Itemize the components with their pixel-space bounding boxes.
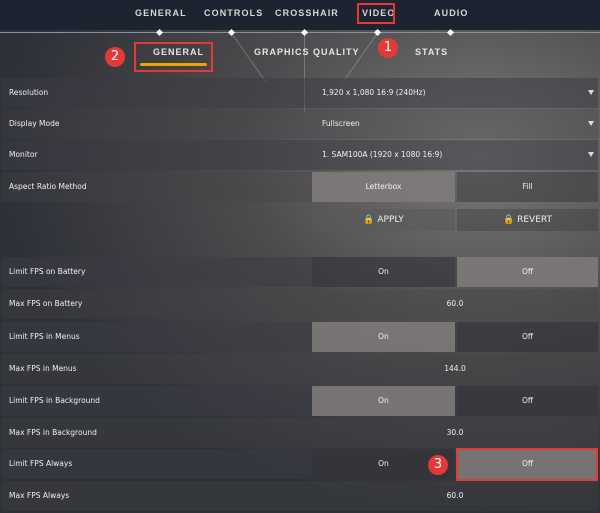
max-fps-row[interactable]: Max FPS on Battery 60.0 [2, 289, 598, 319]
tab-marker [446, 28, 455, 37]
limit-fps-row: Limit FPS in Menus On Off [2, 322, 598, 352]
chevron-down-icon[interactable] [588, 90, 594, 95]
limit-fps-row: Limit FPS Always On Off [2, 449, 598, 479]
annotation-badge: 1 [378, 38, 398, 58]
letterbox-option[interactable]: Letterbox [312, 172, 455, 202]
chevron-down-icon[interactable] [588, 152, 594, 157]
display-mode-row[interactable]: Display Mode Fullscreen [2, 109, 598, 139]
setting-label: Aspect Ratio Method [9, 182, 87, 191]
setting-label: Max FPS Always [9, 491, 70, 500]
toggle-off[interactable]: Off [457, 257, 598, 287]
tab-crosshair[interactable]: CROSSHAIR [275, 8, 339, 18]
revert-button[interactable]: 🔒 REVERT [457, 209, 598, 231]
decor-line [231, 32, 267, 83]
toggle-on[interactable]: On [312, 322, 455, 352]
nav-divider [0, 32, 600, 33]
limit-fps-row: Limit FPS in Background On Off [2, 386, 598, 416]
toggle-off[interactable]: Off [457, 386, 598, 416]
max-fps-row[interactable]: Max FPS in Background 30.0 [2, 418, 598, 448]
max-fps-value[interactable]: 30.0 [446, 428, 464, 437]
revert-label: REVERT [517, 215, 552, 225]
lock-icon: 🔒 [503, 215, 515, 225]
limit-fps-row: Limit FPS on Battery On Off [2, 257, 598, 287]
setting-label: Monitor [9, 150, 38, 159]
max-fps-row[interactable]: Max FPS Always 60.0 [2, 481, 598, 511]
tab-audio[interactable]: AUDIO [434, 8, 469, 18]
tab-marker [300, 28, 309, 37]
decor-line [304, 33, 305, 113]
highlight-limit-fps-always-off [456, 448, 598, 481]
display-mode-dropdown[interactable]: Fullscreen [322, 119, 360, 128]
active-subtab-indicator [140, 63, 207, 66]
toggle-off[interactable]: Off [457, 322, 598, 352]
toggle-off[interactable]: Off [457, 449, 598, 479]
fill-option[interactable]: Fill [457, 172, 598, 202]
annotation-badge: 3 [428, 455, 448, 475]
setting-label: Limit FPS on Battery [9, 267, 86, 276]
setting-label: Limit FPS Always [9, 459, 73, 468]
setting-label: Resolution [9, 88, 49, 97]
lock-icon: 🔒 [363, 215, 375, 225]
max-fps-value[interactable]: 60.0 [446, 299, 464, 308]
toggle-on[interactable]: On [312, 386, 455, 416]
decor-line [342, 32, 378, 83]
apply-button[interactable]: 🔒 APPLY [312, 209, 455, 231]
max-fps-row[interactable]: Max FPS in Menus 144.0 [2, 354, 598, 384]
setting-label: Max FPS on Battery [9, 299, 83, 308]
setting-label: Limit FPS in Background [9, 396, 100, 405]
setting-label: Display Mode [9, 119, 60, 128]
setting-label: Max FPS in Menus [9, 364, 77, 373]
tab-video[interactable]: VIDEO [362, 8, 396, 18]
subtab-stats[interactable]: STATS [415, 47, 449, 57]
subtab-graphics-quality[interactable]: GRAPHICS QUALITY [254, 47, 360, 57]
subtab-general[interactable]: GENERAL [153, 47, 205, 57]
tab-general[interactable]: GENERAL [135, 8, 187, 18]
max-fps-value[interactable]: 60.0 [446, 491, 464, 500]
tab-controls[interactable]: CONTROLS [204, 8, 264, 18]
chevron-down-icon[interactable] [588, 121, 594, 126]
top-nav [0, 0, 600, 30]
apply-label: APPLY [377, 215, 404, 225]
tab-marker [155, 28, 164, 37]
aspect-ratio-row: Aspect Ratio Method Letterbox Fill [2, 172, 598, 202]
monitor-row[interactable]: Monitor 1. SAM100A (1920 x 1080 16:9) [2, 140, 598, 170]
max-fps-value[interactable]: 144.0 [444, 364, 466, 373]
highlight-general [134, 42, 213, 72]
annotation-badge: 2 [105, 47, 125, 67]
monitor-dropdown[interactable]: 1. SAM100A (1920 x 1080 16:9) [322, 150, 443, 159]
resolution-dropdown[interactable]: 1,920 x 1,080 16:9 (240Hz) [322, 88, 426, 97]
setting-label: Limit FPS in Menus [9, 332, 80, 341]
highlight-video [357, 3, 395, 24]
toggle-on[interactable]: On [312, 257, 455, 287]
resolution-row[interactable]: Resolution 1,920 x 1,080 16:9 (240Hz) [2, 78, 598, 108]
setting-label: Max FPS in Background [9, 428, 97, 437]
